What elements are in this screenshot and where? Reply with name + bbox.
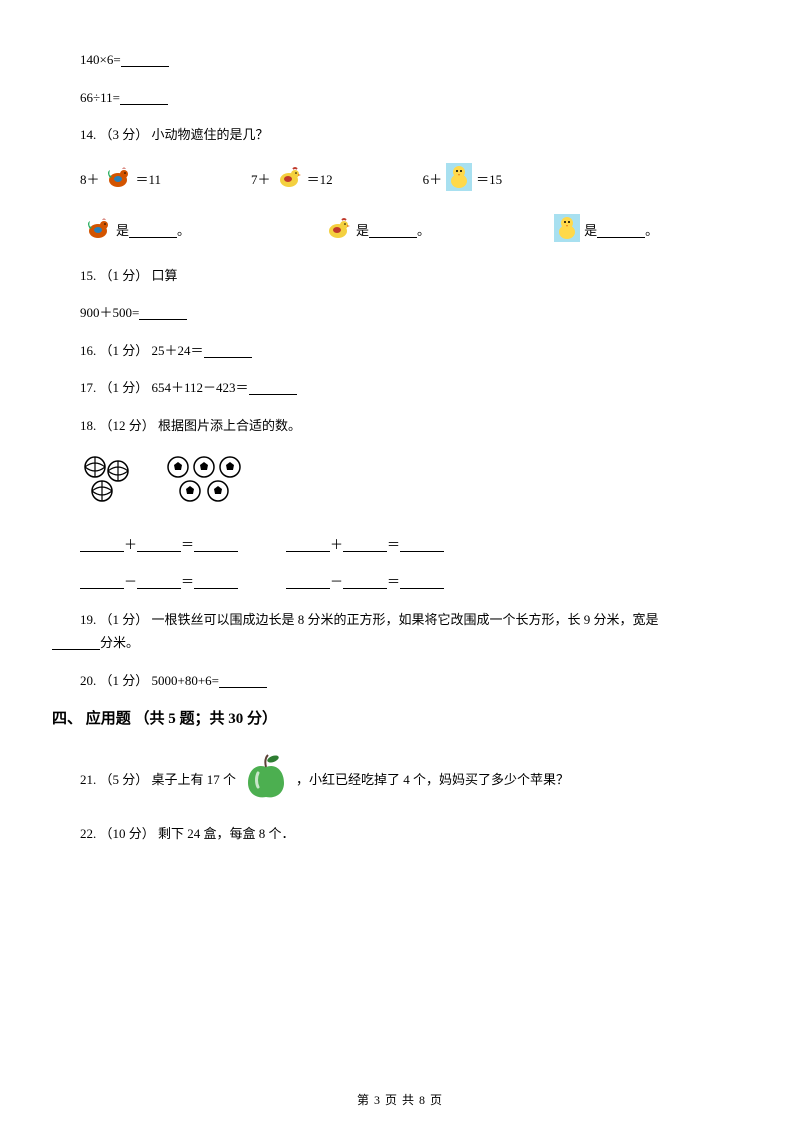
q19: 19. （1 分） 一根铁丝可以围成边长是 8 分米的正方形，如果将它改围成一个… [80,610,720,630]
q18-images [80,453,720,513]
op: ＝ [181,572,194,592]
blank[interactable] [400,574,444,589]
text: 18. （12 分） 根据图片添上合适的数。 [80,416,301,436]
text: 8＋ [80,170,100,190]
q14-equations: 8＋ ＝11 7＋ [80,163,720,197]
text: ，小红已经吃掉了 4 个，妈妈买了多少个苹果？ [296,770,569,790]
blank[interactable] [400,537,444,552]
op: ＝ [181,535,194,555]
eq2: 7＋ ＝12 [251,164,333,196]
text: 四、 应用题 （共 5 题；共 30 分） [52,711,277,727]
op: ＝ [387,535,400,555]
blank[interactable] [194,574,238,589]
text: 16. （1 分） 25＋24＝ [80,341,204,361]
op: － [124,572,137,592]
text: 19. （1 分） 一根铁丝可以围成边长是 8 分米的正方形，如果将它改围成一个… [80,612,659,627]
blank[interactable] [121,52,169,67]
blank[interactable] [204,343,252,358]
blank[interactable] [52,635,100,650]
eq1: 8＋ ＝11 [80,164,161,196]
blank[interactable] [80,574,124,589]
hen-icon [324,215,352,247]
text: 7＋ [251,170,271,190]
apple-icon [244,753,288,807]
text: ＝12 [307,170,333,190]
q19b: 分米。 [52,633,720,653]
text: 第 3 页 共 8 页 [357,1093,443,1107]
q18-prompt: 18. （12 分） 根据图片添上合适的数。 [80,416,720,436]
text: 分米。 [100,633,139,653]
q15-prompt: 15. （1 分） 口算 [80,266,720,286]
blank[interactable] [343,574,387,589]
chick-icon [446,163,472,197]
text: 14. （3 分） 小动物遮住的是几？ [80,125,269,145]
expr-minus-1: － ＝ [80,572,238,592]
text: 20. （1 分） 5000+80+6= [80,671,219,691]
blank[interactable] [80,537,124,552]
q22: 22. （10 分） 剩下 24 盒，每盒 8 个． [80,824,720,844]
blank[interactable] [286,574,330,589]
text: 6＋ [423,170,443,190]
q15-expr: 900＋500= [80,303,720,323]
chick-icon [554,214,580,248]
text: 是 [116,221,129,241]
blank[interactable] [597,223,645,238]
blank[interactable] [369,223,417,238]
q20: 20. （1 分） 5000+80+6= [80,671,720,691]
expr-minus-2: － ＝ [286,572,444,592]
expr-plus-2: ＋ ＝ [286,535,444,555]
op: ＋ [330,535,343,555]
q14-prompt: 14. （3 分） 小动物遮住的是几？ [80,125,720,145]
text: 66÷11= [80,88,120,108]
blank[interactable] [129,223,177,238]
page-footer: 第 3 页 共 8 页 [0,1091,800,1108]
text: 22. （10 分） 剩下 24 盒，每盒 8 个． [80,824,295,844]
basketballs-icon [80,453,140,513]
soccerballs-icon [164,453,252,513]
text: 21. （5 分） 桌子上有 17 个 [80,770,236,790]
rooster-icon [84,215,112,247]
blank[interactable] [343,537,387,552]
text: 17. （1 分） 654＋112－423＝ [80,378,249,398]
op: ＋ [124,535,137,555]
q21: 21. （5 分） 桌子上有 17 个 ，小红已经吃掉了 4 个，妈妈买了多少个… [80,753,720,807]
expr-66d11: 66÷11= [80,88,720,108]
expr-140x6: 140×6= [80,50,720,70]
op: ＝ [387,572,400,592]
text: 。 [645,221,658,241]
eq3: 6＋ ＝15 [423,163,503,197]
blank[interactable] [194,537,238,552]
ans1: 是 。 [80,215,190,247]
blank[interactable] [137,574,181,589]
text: 15. （1 分） 口算 [80,266,178,286]
blank[interactable] [286,537,330,552]
q17: 17. （1 分） 654＋112－423＝ [80,378,720,398]
q16: 16. （1 分） 25＋24＝ [80,341,720,361]
blank[interactable] [249,380,297,395]
text: 140×6= [80,50,121,70]
ans2: 是 。 [320,215,430,247]
ans3: 是 。 [550,214,658,248]
text: ＝15 [476,170,502,190]
expr-plus-1: ＋ ＝ [80,535,238,555]
text: 是 [356,221,369,241]
q18-row1: ＋ ＝ ＋ ＝ [80,535,720,555]
rooster-icon [104,164,132,196]
blank[interactable] [139,305,187,320]
text: 。 [177,221,190,241]
text: 。 [417,221,430,241]
section-4-heading: 四、 应用题 （共 5 题；共 30 分） [52,708,720,731]
blank[interactable] [137,537,181,552]
text: ＝11 [136,170,162,190]
text: 是 [584,221,597,241]
text: 900＋500= [80,303,139,323]
hen-icon [275,164,303,196]
op: － [330,572,343,592]
blank[interactable] [120,90,168,105]
blank[interactable] [219,673,267,688]
q14-answers: 是 。 是 。 [80,214,720,248]
q18-row2: － ＝ － ＝ [80,572,720,592]
